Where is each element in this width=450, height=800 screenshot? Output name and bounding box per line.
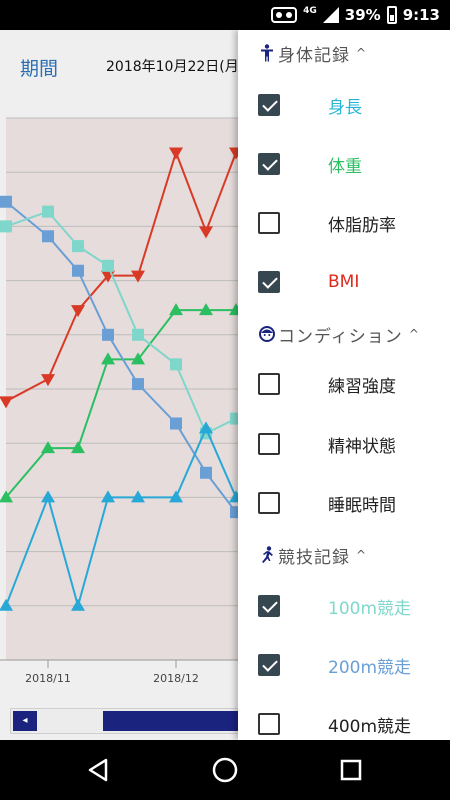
section-header-condition[interactable]: コンディション ^ [238, 314, 450, 354]
navigation-bar [0, 740, 450, 800]
scroll-left-button[interactable]: ◂ [13, 711, 37, 731]
data-point [102, 328, 114, 341]
filter-item-height[interactable]: 身長 [238, 77, 450, 133]
filter-label: 体脂肪率 [328, 215, 396, 236]
data-point [41, 441, 55, 454]
data-point [0, 220, 12, 233]
data-point [0, 490, 13, 503]
checkbox[interactable] [258, 153, 280, 175]
filter-item-400m[interactable]: 400m競走 [238, 696, 450, 740]
checkbox[interactable] [258, 654, 280, 676]
x-tick-label: 2018/12 [153, 672, 199, 685]
data-point [0, 396, 13, 409]
battery-icon [386, 6, 397, 24]
section-header-body-records[interactable]: 身体記録 ^ [238, 33, 450, 73]
network-type: 4G [303, 6, 317, 16]
checkbox[interactable] [258, 492, 280, 514]
data-point [199, 303, 213, 316]
checkbox[interactable] [258, 271, 280, 293]
checkbox[interactable] [258, 373, 280, 395]
filter-item-training-intensity[interactable]: 練習強度 [238, 356, 450, 412]
battery-percent: 39% [344, 6, 381, 24]
filter-label: 身長 [328, 97, 362, 118]
data-point [0, 195, 12, 208]
filter-item-weight[interactable]: 体重 [238, 136, 450, 192]
data-point [132, 328, 144, 341]
data-point [41, 374, 55, 387]
data-point [169, 490, 183, 503]
filter-label: 200m競走 [328, 657, 412, 678]
home-icon[interactable] [210, 755, 240, 785]
date-label[interactable]: 2018年10月22日(月 [106, 59, 239, 75]
data-point [131, 270, 145, 283]
chevron-up-icon: ^ [356, 46, 367, 60]
data-point [42, 230, 54, 243]
filter-item-bmi[interactable]: BMI [238, 254, 450, 310]
data-point [71, 598, 85, 611]
data-point [41, 490, 55, 503]
filter-drawer: 身体記録 ^ 身長 体重 体脂肪率 BMI コンディション ^ 練 [238, 30, 450, 740]
filter-label: 体重 [328, 156, 362, 177]
status-bar: 4G 39% 9:13 [0, 0, 450, 30]
data-point [131, 352, 145, 365]
data-point [101, 352, 115, 365]
filter-label: 100m競走 [328, 598, 412, 619]
runner-icon [258, 546, 276, 564]
filter-label: 400m競走 [328, 716, 412, 737]
face-icon [258, 325, 276, 343]
data-point [0, 598, 13, 611]
signal-icon [322, 7, 339, 23]
data-point [199, 226, 213, 239]
checkbox[interactable] [258, 212, 280, 234]
data-point [200, 466, 212, 479]
data-point [71, 305, 85, 318]
data-point [132, 378, 144, 391]
clock: 9:13 [402, 6, 440, 24]
data-point [72, 240, 84, 253]
data-point [170, 358, 182, 371]
filter-label: 睡眠時間 [328, 495, 396, 516]
chevron-up-icon: ^ [356, 548, 367, 562]
recent-apps-icon[interactable] [336, 755, 366, 785]
data-point [169, 147, 183, 160]
checkbox[interactable] [258, 713, 280, 735]
section-title: 身体記録 [278, 45, 350, 66]
filter-item-mental-state[interactable]: 精神状態 [238, 416, 450, 472]
section-title: コンディション [278, 326, 403, 347]
checkbox[interactable] [258, 94, 280, 116]
section-header-competition-records[interactable]: 競技記録 ^ [238, 535, 450, 575]
data-point [131, 490, 145, 503]
series-line [5, 149, 237, 403]
filter-label: 精神状態 [328, 436, 396, 457]
data-point [101, 490, 115, 503]
vr-icon [271, 7, 298, 23]
data-point [199, 421, 213, 434]
data-point [169, 303, 183, 316]
section-title: 競技記録 [278, 547, 350, 568]
checkbox[interactable] [258, 433, 280, 455]
filter-item-body-fat[interactable]: 体脂肪率 [238, 195, 450, 251]
filter-label: 練習強度 [328, 376, 396, 397]
chevron-up-icon: ^ [408, 327, 419, 341]
series-line [5, 425, 237, 610]
x-tick-label: 2018/11 [25, 672, 71, 685]
data-point [72, 264, 84, 277]
checkbox[interactable] [258, 595, 280, 617]
data-point [42, 205, 54, 218]
filter-label: BMI [328, 272, 360, 292]
filter-item-100m[interactable]: 100m競走 [238, 578, 450, 634]
data-point [102, 259, 114, 272]
back-icon[interactable] [84, 755, 114, 785]
person-standing-icon [258, 44, 276, 62]
data-point [71, 441, 85, 454]
filter-item-200m[interactable]: 200m競走 [238, 637, 450, 693]
filter-item-sleep-time[interactable]: 睡眠時間 [238, 475, 450, 531]
period-button[interactable]: 期間 [20, 58, 59, 80]
data-point [170, 417, 182, 430]
